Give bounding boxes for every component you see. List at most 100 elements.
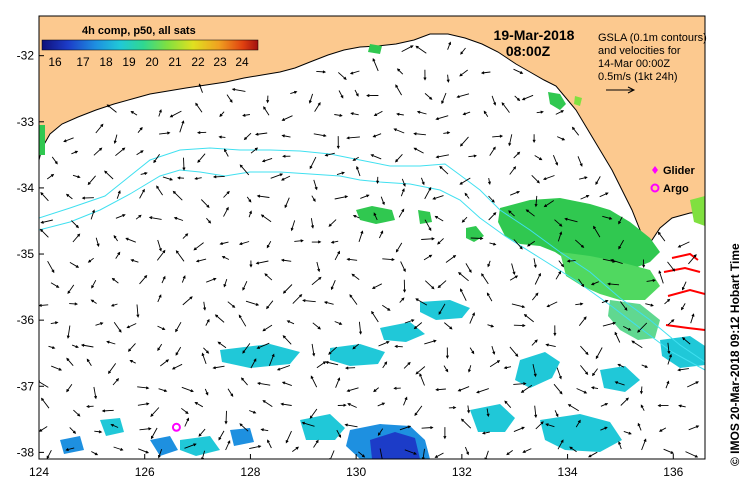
gsla-note-line3: 14-Mar 00:00Z (598, 58, 670, 70)
velocity-arrow (435, 115, 449, 121)
velocity-arrow (480, 71, 491, 75)
velocity-arrow (48, 345, 56, 350)
velocity-arrow (590, 281, 599, 286)
velocity-arrow (311, 240, 322, 244)
velocity-arrow (469, 312, 475, 324)
velocity-arrow (41, 397, 50, 409)
velocity-arrow (358, 230, 364, 243)
velocity-arrow (336, 429, 342, 438)
colorbar (41, 39, 259, 51)
velocity-arrow (421, 237, 435, 241)
velocity-arrow (137, 386, 150, 390)
velocity-arrow (87, 257, 94, 263)
velocity-arrow (139, 274, 148, 285)
velocity-arrow (419, 372, 425, 386)
velocity-arrow (285, 430, 292, 444)
velocity-arrow (267, 439, 272, 449)
velocity-arrow (316, 261, 321, 273)
velocity-arrow (63, 137, 74, 143)
velocity-arrow (245, 300, 260, 306)
velocity-arrow (158, 109, 162, 117)
velocity-arrow (424, 219, 432, 232)
velocity-arrow (150, 427, 158, 440)
credit-text: © IMOS 20-Mar-2018 09:12 Hobart Time (728, 243, 742, 466)
argo-float-marker (171, 422, 181, 432)
velocity-arrow (95, 123, 104, 134)
velocity-arrow (47, 260, 55, 274)
velocity-arrow (206, 277, 217, 283)
velocity-arrow (238, 241, 250, 246)
velocity-arrow (223, 190, 230, 198)
velocity-arrow (91, 279, 97, 289)
velocity-arrow (90, 209, 95, 220)
velocity-arrows (39, 41, 700, 459)
glider-label: Glider (663, 165, 696, 177)
velocity-arrow (531, 292, 539, 301)
velocity-arrow (198, 428, 206, 437)
velocity-arrow (218, 135, 226, 139)
velocity-arrow (378, 230, 384, 239)
velocity-arrow (358, 321, 363, 335)
lon-tick-label: 130 (346, 465, 366, 479)
velocity-arrow (195, 102, 203, 113)
velocity-arrow (292, 446, 299, 452)
velocity-arrow (592, 368, 598, 377)
velocity-arrow (71, 150, 79, 155)
velocity-arrow (184, 417, 190, 427)
velocity-arrow (181, 386, 194, 393)
velocity-arrow (204, 388, 209, 396)
velocity-arrow (447, 41, 452, 50)
velocity-arrow (513, 239, 523, 250)
velocity-arrow (438, 303, 446, 315)
velocity-arrow (481, 273, 489, 285)
velocity-arrow (371, 283, 383, 289)
velocity-arrow (687, 381, 699, 388)
lon-tick-label: 134 (558, 465, 578, 479)
velocity-arrow (423, 69, 427, 81)
velocity-arrow (459, 69, 468, 77)
velocity-arrow (545, 423, 555, 428)
velocity-arrow (513, 68, 524, 74)
velocity-arrow (545, 343, 556, 348)
velocity-arrow (255, 260, 269, 265)
lat-tick-label: -34 (17, 181, 35, 195)
velocity-arrow (443, 131, 451, 135)
velocity-arrow (526, 240, 536, 247)
velocity-arrow (346, 136, 360, 140)
velocity-arrow (280, 402, 292, 406)
velocity-arrow (356, 165, 361, 177)
velocity-arrow (194, 402, 204, 408)
velocity-arrow (194, 176, 202, 180)
velocity-arrow (415, 366, 426, 375)
velocity-arrow (157, 325, 166, 331)
velocity-arrow (108, 363, 117, 374)
velocity-arrow (352, 156, 359, 161)
velocity-arrow (577, 156, 583, 167)
velocity-arrow (249, 445, 262, 450)
velocity-arrow (350, 112, 359, 116)
velocity-arrow (330, 240, 339, 244)
velocity-arrow (667, 319, 675, 326)
velocity-arrow (203, 301, 207, 311)
velocity-arrow (39, 228, 49, 238)
velocity-arrow (67, 284, 75, 294)
velocity-arrow (575, 302, 584, 306)
velocity-arrow (281, 115, 293, 121)
velocity-arrow (476, 388, 489, 394)
colorbar-tick: 22 (191, 55, 205, 69)
velocity-arrow (420, 177, 425, 186)
velocity-arrow (446, 74, 450, 83)
velocity-arrow (555, 110, 565, 115)
velocity-arrow (665, 380, 670, 389)
velocity-arrow (248, 210, 252, 218)
velocity-arrow (520, 384, 533, 393)
velocity-arrow (169, 110, 182, 118)
velocity-arrow (578, 316, 587, 326)
velocity-arrow (601, 299, 609, 304)
velocity-arrow (157, 294, 162, 303)
velocity-arrow (195, 258, 207, 263)
velocity-arrow (574, 239, 585, 248)
velocity-arrow (69, 262, 80, 268)
velocity-arrow (329, 450, 335, 459)
velocity-arrow (511, 303, 526, 309)
